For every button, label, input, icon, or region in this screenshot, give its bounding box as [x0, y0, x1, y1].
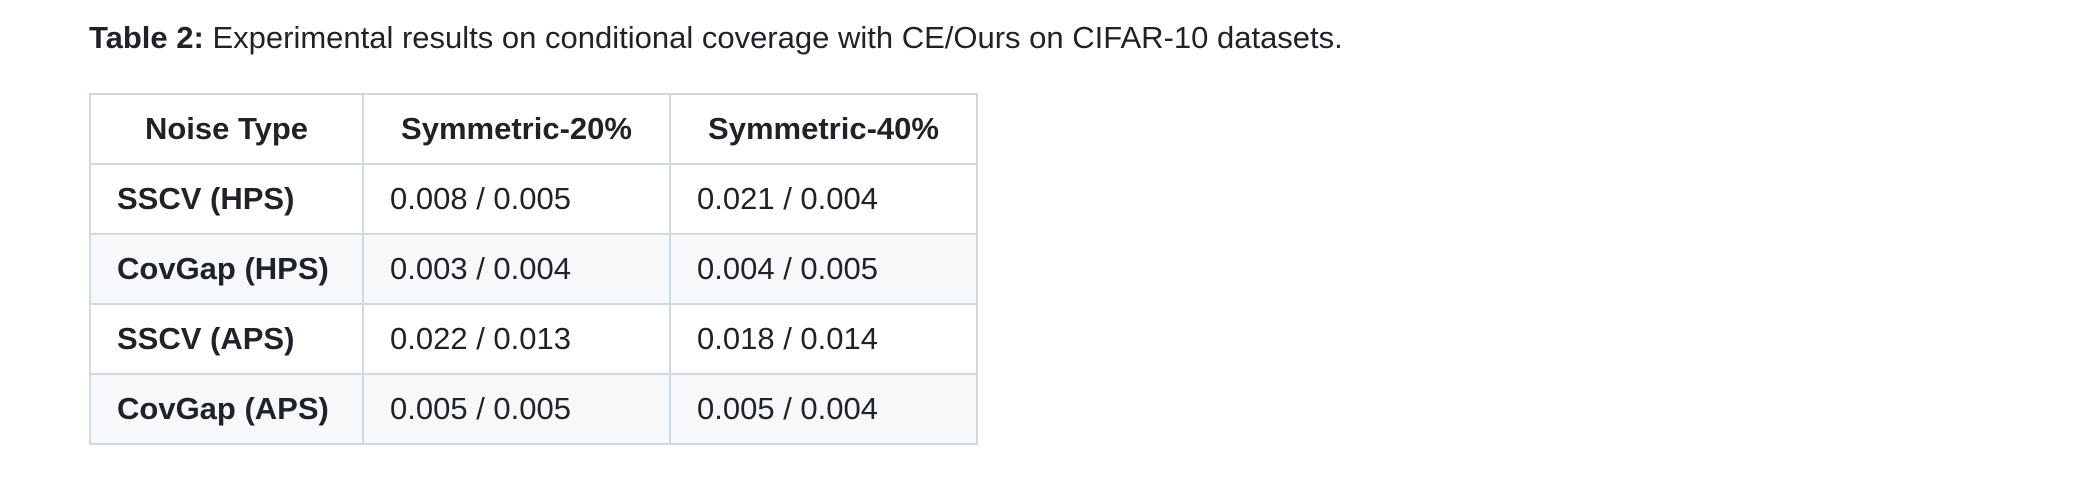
- table-cell: 0.021 / 0.004: [669, 163, 978, 235]
- table-caption: Table 2: Experimental results on conditi…: [89, 18, 1343, 58]
- header-row: Noise Type Symmetric-20% Symmetric-40%: [89, 93, 978, 165]
- table-row: SSCV (HPS) 0.008 / 0.005 0.021 / 0.004: [89, 163, 978, 235]
- table-cell: 0.018 / 0.014: [669, 303, 978, 375]
- table-cell: 0.005 / 0.004: [669, 373, 978, 445]
- row-label: CovGap (HPS): [89, 233, 364, 305]
- table-row: CovGap (APS) 0.005 / 0.005 0.005 / 0.004: [89, 373, 978, 445]
- column-header-symmetric-40: Symmetric-40%: [669, 93, 978, 165]
- results-table: Noise Type Symmetric-20% Symmetric-40% S…: [89, 93, 978, 445]
- table-cell: 0.008 / 0.005: [362, 163, 671, 235]
- table-body: SSCV (HPS) 0.008 / 0.005 0.021 / 0.004 C…: [89, 163, 978, 445]
- row-label: SSCV (APS): [89, 303, 364, 375]
- table-cell: 0.003 / 0.004: [362, 233, 671, 305]
- column-header-symmetric-20: Symmetric-20%: [362, 93, 671, 165]
- row-label: CovGap (APS): [89, 373, 364, 445]
- table-header: Noise Type Symmetric-20% Symmetric-40%: [89, 93, 978, 165]
- table-cell: 0.005 / 0.005: [362, 373, 671, 445]
- caption-label: Table 2:: [89, 20, 204, 55]
- table-cell: 0.004 / 0.005: [669, 233, 978, 305]
- table-row: SSCV (APS) 0.022 / 0.013 0.018 / 0.014: [89, 303, 978, 375]
- caption-text: Experimental results on conditional cove…: [203, 20, 1343, 55]
- row-label: SSCV (HPS): [89, 163, 364, 235]
- table-cell: 0.022 / 0.013: [362, 303, 671, 375]
- table-row: CovGap (HPS) 0.003 / 0.004 0.004 / 0.005: [89, 233, 978, 305]
- column-header-noise-type: Noise Type: [89, 93, 364, 165]
